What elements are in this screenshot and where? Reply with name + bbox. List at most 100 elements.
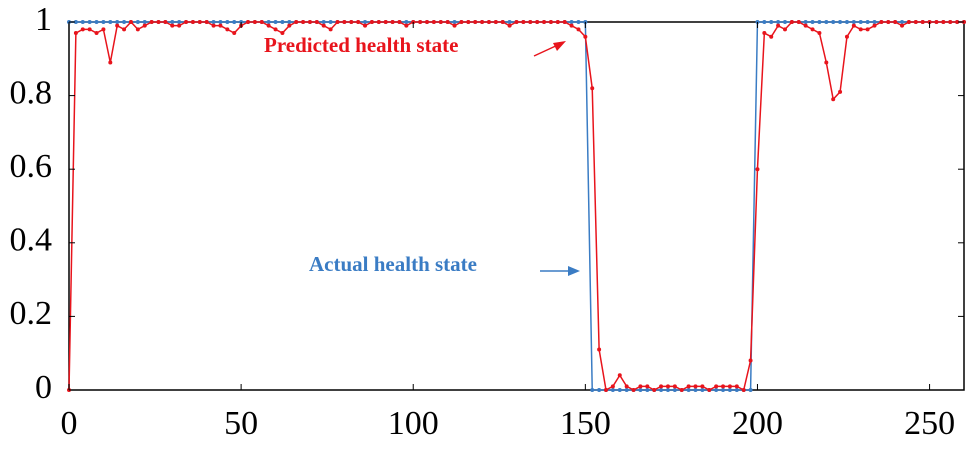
point-marker <box>480 20 485 24</box>
point-marker <box>535 20 540 24</box>
point-marker <box>900 20 905 24</box>
point-marker <box>831 97 836 102</box>
point-marker <box>693 388 698 392</box>
point-marker <box>349 20 354 24</box>
point-marker <box>211 20 216 24</box>
point-marker <box>714 388 719 392</box>
point-marker <box>314 20 319 24</box>
point-marker <box>321 20 326 24</box>
point-marker <box>776 20 781 24</box>
point-marker <box>576 20 581 24</box>
point-marker <box>803 20 808 24</box>
point-marker <box>645 388 650 392</box>
point-marker <box>397 20 402 24</box>
point-marker <box>431 20 436 24</box>
point-marker <box>789 20 794 24</box>
point-marker <box>865 20 870 24</box>
point-marker <box>610 388 615 392</box>
point-marker <box>672 384 677 389</box>
point-marker <box>404 20 409 24</box>
point-marker <box>700 388 705 392</box>
point-marker <box>906 20 911 24</box>
point-marker <box>569 23 574 28</box>
point-marker <box>617 373 622 378</box>
series-line <box>68 20 964 392</box>
point-marker <box>803 23 808 28</box>
y-tick-label: 0 <box>35 369 52 406</box>
point-marker <box>486 20 491 24</box>
point-marker <box>610 384 615 389</box>
point-marker <box>831 20 836 24</box>
point-marker <box>838 20 843 24</box>
point-marker <box>376 20 381 24</box>
point-marker <box>280 31 285 36</box>
point-marker <box>721 388 726 392</box>
point-marker <box>500 20 505 24</box>
point-marker <box>301 20 306 24</box>
point-marker <box>94 20 99 24</box>
point-marker <box>163 20 168 24</box>
point-marker <box>307 20 312 24</box>
point-marker <box>583 34 588 39</box>
point-marker <box>528 20 533 24</box>
point-marker <box>693 384 698 389</box>
point-marker <box>734 384 739 389</box>
point-marker <box>101 27 106 32</box>
point-marker <box>783 20 787 24</box>
annotation: Actual health state <box>309 252 477 276</box>
point-marker <box>363 23 368 28</box>
point-marker <box>142 23 147 28</box>
point-marker <box>425 20 429 24</box>
y-tick-label: 0.2 <box>10 295 53 332</box>
point-marker <box>597 347 602 352</box>
point-marker <box>246 20 250 24</box>
point-marker <box>727 384 732 389</box>
point-marker <box>624 384 629 389</box>
point-marker <box>135 27 140 32</box>
point-marker <box>652 388 657 392</box>
point-marker <box>73 31 78 36</box>
point-marker <box>273 20 278 24</box>
point-marker <box>184 20 189 24</box>
point-marker <box>679 388 684 392</box>
point-marker <box>335 20 340 24</box>
point-marker <box>363 20 368 24</box>
point-marker <box>727 388 732 392</box>
point-marker <box>631 388 636 392</box>
point-marker <box>87 27 92 32</box>
point-marker <box>934 20 939 24</box>
point-marker <box>115 20 120 24</box>
point-marker <box>287 20 292 24</box>
point-marker <box>838 89 843 94</box>
point-marker <box>473 20 478 24</box>
point-marker <box>872 23 877 28</box>
point-marker <box>369 20 374 24</box>
point-marker <box>108 20 113 24</box>
point-marker <box>920 20 925 24</box>
point-marker <box>342 20 347 24</box>
point-marker <box>452 20 457 24</box>
point-marker <box>858 27 863 32</box>
point-marker <box>748 388 753 392</box>
point-marker <box>721 384 726 389</box>
point-marker <box>955 20 960 24</box>
point-marker <box>493 20 498 24</box>
point-marker <box>824 60 829 65</box>
x-tick-label: 0 <box>61 405 78 442</box>
point-marker <box>328 27 333 32</box>
annotation-arrowhead <box>553 41 566 51</box>
point-marker <box>94 31 99 36</box>
point-marker <box>783 27 787 32</box>
point-marker <box>776 23 781 28</box>
point-marker <box>617 388 622 392</box>
point-marker <box>886 20 891 24</box>
point-marker <box>796 20 801 24</box>
point-marker <box>438 20 443 24</box>
point-marker <box>665 388 670 392</box>
point-marker <box>418 20 423 24</box>
point-marker <box>865 27 870 32</box>
point-marker <box>645 384 650 389</box>
point-marker <box>748 358 753 363</box>
point-marker <box>879 20 884 24</box>
